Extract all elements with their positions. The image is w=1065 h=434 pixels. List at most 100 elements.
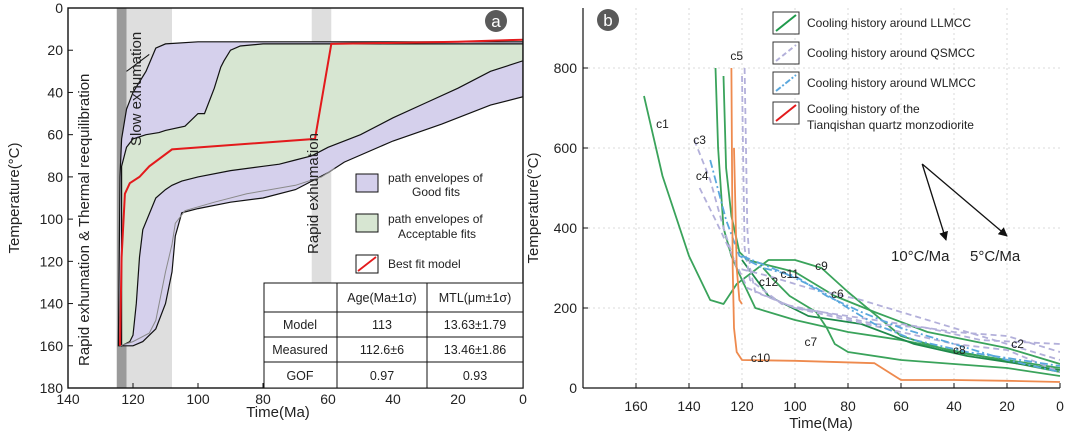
y-tick-label: 0: [55, 0, 63, 16]
panel-a-xlabel: Time(Ma): [246, 404, 310, 421]
table-header-mtl: MTL(μm±1σ): [439, 291, 511, 305]
legend-best-label: Best fit model: [388, 257, 461, 271]
table-header-age: Age(Ma±1σ): [347, 291, 416, 305]
x-tick-label: 60: [893, 398, 909, 414]
legend-qsmcc-line: [775, 44, 797, 62]
y-tick-label: 800: [554, 60, 578, 76]
leader-line: [126, 54, 150, 72]
path-envelopes: [117, 41, 523, 347]
x-tick-label: 0: [519, 391, 527, 407]
rate-arrow-5: [921, 163, 1008, 237]
panel-a-legend: path envelopes of Good fits path envelop…: [355, 171, 483, 274]
series-line-llmcc: [762, 267, 1060, 377]
table-cell: 112.6±6: [360, 343, 404, 357]
best-fit-line: [119, 38, 523, 346]
sample-label-c10: c10: [751, 351, 771, 365]
x-tick-label: 80: [840, 398, 856, 414]
legend-tianqishan-line2: Tianqishan quartz monzodiorite: [807, 118, 974, 132]
band-label-slow: Slow exhumation: [128, 32, 145, 146]
band-label-rapid-thermal: Rapid exhumation & Thermal reequilibrati…: [76, 74, 93, 366]
panel-a-axes: 140 120 100 80 60 40 20 0 0 20 40 60 80 100 120 140 160 1…: [40, 0, 527, 407]
legend-acceptable-line2: Acceptable fits: [398, 227, 476, 241]
y-tick-label: 100: [40, 211, 64, 227]
x-tick-label: 40: [946, 398, 962, 414]
sample-label-c6: c6: [831, 287, 844, 301]
results-table: Age(Ma±1σ) MTL(μm±1σ) Model 113 13.63±1.…: [263, 282, 524, 389]
sample-label-c2: c2: [1011, 337, 1024, 351]
legend-good-swatch: [355, 173, 379, 193]
panel-a-ylabel: Temperature(°C): [6, 142, 23, 253]
rate-arrows: [921, 163, 1008, 241]
sample-label-c3: c3: [693, 133, 706, 147]
model-paths: [119, 38, 523, 347]
legend-tianqishan-line: [775, 104, 797, 122]
panel-b-xlabel: Time(Ma): [789, 415, 853, 432]
legend-llmcc-line: [775, 14, 797, 32]
sample-label-c8: c8: [953, 343, 966, 357]
x-tick-label: 140: [677, 398, 701, 414]
x-tick-label: 120: [730, 398, 754, 414]
svg-text:b: b: [603, 11, 612, 30]
series-line-tianqishan: [730, 67, 1060, 383]
table-cell: 0.93: [463, 369, 487, 383]
legend-wlmcc-line: [775, 74, 797, 92]
y-tick-label: 200: [554, 300, 578, 316]
y-tick-label: 0: [569, 380, 577, 396]
x-tick-label: 0: [1056, 398, 1064, 414]
x-tick-label: 20: [450, 391, 466, 407]
x-tick-label: 160: [624, 398, 648, 414]
x-tick-label: 140: [56, 391, 80, 407]
series-line-wlmcc: [709, 159, 1060, 373]
rate-arrow-10: [921, 163, 948, 241]
x-tick-label: 120: [121, 391, 145, 407]
legend-good-line2: Good fits: [412, 185, 460, 199]
sample-label-c11: c11: [780, 267, 799, 281]
sample-label-c9: c9: [815, 259, 828, 273]
gray-model-path: [119, 167, 335, 347]
table-cell: 0.97: [370, 369, 394, 383]
legend-acceptable-line1: path envelopes of: [388, 212, 483, 226]
series-line-llmcc: [643, 95, 1060, 369]
sample-label-c5: c5: [730, 49, 743, 63]
series-line-qsmcc: [743, 67, 1060, 373]
x-tick-label: 100: [783, 398, 807, 414]
series-line-llmcc: [722, 75, 1060, 365]
table-row-label: GOF: [286, 369, 313, 383]
table-cell: 13.63±1.79: [444, 318, 507, 332]
legend-good-line1: path envelopes of: [388, 171, 483, 185]
table-cell: 113: [372, 318, 392, 332]
legend-qsmcc-label: Cooling history around QSMCC: [807, 46, 975, 60]
x-tick-label: 80: [255, 391, 271, 407]
series-line-qsmcc: [741, 75, 1060, 345]
y-tick-label: 180: [40, 380, 64, 396]
x-tick-label: 40: [385, 391, 401, 407]
legend-llmcc-label: Cooling history around LLMCC: [807, 16, 971, 30]
legend-wlmcc-label: Cooling history around WLMCC: [807, 76, 976, 90]
rate-label-10: 10°C/Ma: [891, 248, 950, 265]
panel-b-ylabel: Temperature(°C): [525, 152, 542, 263]
panel-a-label: a: [485, 10, 507, 32]
sample-label-c7: c7: [805, 335, 818, 349]
table-cell: 13.46±1.86: [444, 343, 507, 357]
x-tick-label: 100: [186, 391, 210, 407]
y-tick-label: 60: [47, 127, 63, 143]
panel-b-grid: [583, 8, 1060, 388]
legend-acceptable-swatch: [355, 213, 379, 233]
svg-text:a: a: [491, 12, 501, 31]
legend-tianqishan-line1: Cooling history of the: [807, 102, 920, 116]
panel-b-label: b: [597, 9, 619, 31]
y-tick-label: 20: [47, 42, 63, 58]
sample-label-c4: c4: [696, 169, 709, 183]
y-tick-label: 80: [47, 169, 63, 185]
cooling-histories: [643, 67, 1060, 383]
panel-b-legend: Cooling history around LLMCC Cooling his…: [772, 11, 976, 132]
series-line-llmcc: [714, 67, 1060, 373]
y-tick-label: 160: [40, 338, 64, 354]
table-row-label: Measured: [272, 343, 328, 357]
y-tick-label: 600: [554, 140, 578, 156]
rate-label-5: 5°C/Ma: [970, 248, 1021, 265]
acceptable-fit-envelope: [121, 43, 523, 347]
table-row-label: Model: [283, 318, 317, 332]
